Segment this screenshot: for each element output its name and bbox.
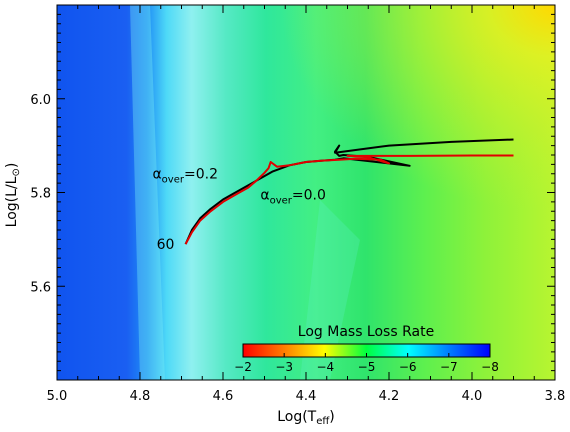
x-tick-label: 4.8 bbox=[130, 389, 151, 404]
y-tick-label: 5.6 bbox=[30, 280, 51, 295]
x-tick-label: 4.2 bbox=[379, 389, 400, 404]
x-tick-label: 5.0 bbox=[47, 389, 68, 404]
colorbar-tick-label: −4 bbox=[316, 360, 334, 374]
x-tick-label: 4.6 bbox=[213, 389, 234, 404]
axis-ticks: 5.0 4.8 4.6 4.4 4.2 4.0 3.8 5.6 5.8 6.0 bbox=[30, 4, 566, 404]
y-tick-label: 5.8 bbox=[30, 187, 51, 202]
annotation-alpha_02: αover=0.2 bbox=[152, 166, 218, 185]
contour-background bbox=[57, 5, 555, 380]
mass-label: 60 bbox=[157, 237, 175, 253]
y-axis-title: Log(L/L⊙) bbox=[4, 163, 22, 228]
annotation-alpha_00: αover=0.0 bbox=[260, 188, 326, 207]
colorbar: Log Mass Loss Rate −2 −3 −4 −5 −6 −7 −8 bbox=[234, 324, 499, 374]
track-line-1 bbox=[184, 154, 514, 245]
x-tick-label: 4.0 bbox=[462, 389, 483, 404]
colorbar-tick-label: −3 bbox=[275, 360, 293, 374]
colorbar-tick-label: −7 bbox=[440, 360, 458, 374]
colorbar-tick-label: −6 bbox=[399, 360, 417, 374]
y-tick-label: 6.0 bbox=[30, 93, 51, 108]
x-tick-label: 4.4 bbox=[296, 389, 317, 404]
colorbar-title: Log Mass Loss Rate bbox=[298, 324, 434, 340]
x-axis-title: Log(Teff) bbox=[277, 409, 335, 427]
evolutionary-tracks bbox=[184, 138, 514, 245]
annotations: αover=0.2 αover=0.0 60 bbox=[152, 166, 325, 253]
colorbar-tick-label: −5 bbox=[358, 360, 376, 374]
colorbar-tick-label: −2 bbox=[234, 360, 252, 374]
colorbar-tick-label: −8 bbox=[481, 360, 499, 374]
colorbar-ticks: −2 −3 −4 −5 −6 −7 −8 bbox=[234, 353, 499, 374]
x-tick-label: 3.8 bbox=[545, 389, 566, 404]
